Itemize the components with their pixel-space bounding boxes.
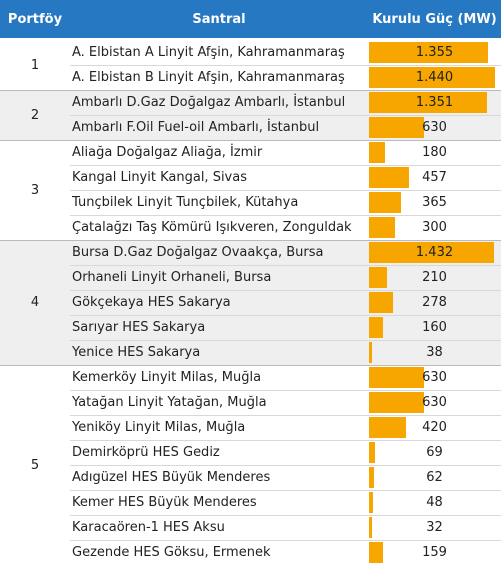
capacity-label: 300 <box>422 220 447 235</box>
capacity-label: 420 <box>422 420 447 435</box>
capacity-bar <box>369 342 373 363</box>
header-cell: Kurulu Güç (MW) <box>368 0 501 38</box>
plant-cell: Yeniköy Linyit Milas, Muğla <box>72 420 246 435</box>
plant-cell: Bursa D.Gaz Doğalgaz Ovaakça, Bursa <box>72 245 324 260</box>
capacity-label: 180 <box>422 145 447 160</box>
capacity-label: 210 <box>422 270 447 285</box>
plant-cell: Kemer HES Büyük Menderes <box>72 495 257 510</box>
row-separator <box>70 515 501 516</box>
plant-cell: Orhaneli Linyit Orhaneli, Bursa <box>72 270 272 285</box>
group-separator <box>0 140 501 141</box>
capacity-bar <box>369 42 488 63</box>
plant-cell: Karacaören-1 HES Aksu <box>72 520 225 535</box>
capacity-bar <box>369 292 394 313</box>
capacity-label: 1.355 <box>415 45 454 60</box>
capacity-bar <box>369 267 388 288</box>
capacity-bar <box>369 192 401 213</box>
capacity-bar <box>369 517 372 538</box>
plant-cell: Aliağa Doğalgaz Aliağa, İzmir <box>72 145 263 160</box>
row-separator <box>70 440 501 441</box>
row-separator <box>70 465 501 466</box>
row-separator <box>70 265 501 266</box>
capacity-bar <box>369 67 495 88</box>
portfolio-cell: 5 <box>30 457 40 473</box>
row-separator <box>70 290 501 291</box>
plant-cell: Ambarlı D.Gaz Doğalgaz Ambarlı, İstanbul <box>72 95 346 110</box>
plant-cell: Gökçekaya HES Sakarya <box>72 295 231 310</box>
plant-cell: Kemerköy Linyit Milas, Muğla <box>72 370 262 385</box>
group-separator <box>0 90 501 91</box>
capacity-bar <box>369 542 383 563</box>
row-separator <box>70 165 501 166</box>
capacity-label: 630 <box>422 370 447 385</box>
row-separator <box>70 65 501 66</box>
plant-cell: Ambarlı F.Oil Fuel-oil Ambarlı, İstanbul <box>72 120 320 135</box>
capacity-bar <box>369 367 425 388</box>
capacity-bar <box>369 167 409 188</box>
plant-cell: A. Elbistan A Linyit Afşin, Kahramanmara… <box>72 45 345 60</box>
portfolio-cell: 2 <box>30 107 40 123</box>
group-separator <box>0 365 501 366</box>
row-separator <box>70 390 501 391</box>
plant-cell: Yatağan Linyit Yatağan, Muğla <box>72 395 267 410</box>
capacity-bar <box>369 317 383 338</box>
capacity-bar <box>369 417 406 438</box>
plant-cell: Adıgüzel HES Büyük Menderes <box>72 470 271 485</box>
plant-cell: A. Elbistan B Linyit Afşin, Kahramanmara… <box>72 70 345 85</box>
capacity-label: 69 <box>426 445 443 460</box>
row-separator <box>70 540 501 541</box>
capacity-bar <box>369 142 385 163</box>
plant-cell: Sarıyar HES Sakarya <box>72 320 206 335</box>
capacity-label: 38 <box>426 345 443 360</box>
group-separator <box>0 240 501 241</box>
capacity-label: 630 <box>422 120 447 135</box>
capacity-bar <box>369 92 488 113</box>
plant-cell: Tunçbilek Linyit Tunçbilek, Kütahya <box>72 195 299 210</box>
row-separator <box>70 490 501 491</box>
capacity-bar <box>369 217 396 238</box>
row-separator <box>70 115 501 116</box>
capacity-bar <box>369 492 374 513</box>
capacity-bar <box>369 242 495 263</box>
capacity-label: 1.432 <box>415 245 454 260</box>
capacity-label: 278 <box>422 295 447 310</box>
capacity-bar <box>369 467 375 488</box>
row-separator <box>70 190 501 191</box>
header-cell: Santral <box>70 0 368 38</box>
capacity-label: 62 <box>426 470 443 485</box>
capacity-label: 365 <box>422 195 447 210</box>
capacity-label: 159 <box>422 545 447 560</box>
header-cell: Portföy <box>0 0 70 38</box>
capacity-label: 1.440 <box>415 70 454 85</box>
plant-cell: Yenice HES Sakarya <box>72 345 201 360</box>
row-separator <box>70 415 501 416</box>
capacity-bar <box>369 392 425 413</box>
capacity-label: 32 <box>426 520 443 535</box>
capacity-label: 48 <box>426 495 443 510</box>
capacity-bar <box>369 442 376 463</box>
plant-cell: Çatalağzı Taş Kömürü Işıkveren, Zongulda… <box>72 220 352 235</box>
capacity-bar <box>369 117 425 138</box>
row-separator <box>70 215 501 216</box>
row-separator <box>70 315 501 316</box>
capacity-label: 160 <box>422 320 447 335</box>
portfolio-cell: 4 <box>30 295 40 310</box>
plant-cell: Demirköprü HES Gediz <box>72 445 220 460</box>
capacity-label: 630 <box>422 395 447 410</box>
portfolio-cell: 3 <box>30 182 40 198</box>
portfolio-cell: 1 <box>30 57 40 73</box>
plant-cell: Kangal Linyit Kangal, Sivas <box>72 170 247 185</box>
plant-cell: Gezende HES Göksu, Ermenek <box>72 545 271 560</box>
capacity-label: 457 <box>422 170 447 185</box>
row-separator <box>70 340 501 341</box>
capacity-label: 1.351 <box>415 95 454 110</box>
